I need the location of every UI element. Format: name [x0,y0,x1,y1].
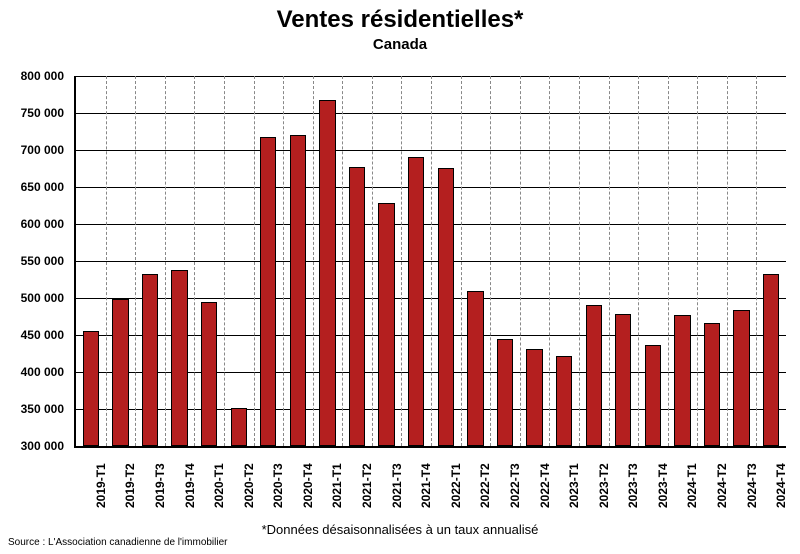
bar [556,356,572,446]
bar [586,305,602,446]
bar [704,323,720,446]
x-tick-label: 2020-T4 [301,463,315,508]
plot-area [74,76,786,448]
vgridline [372,76,373,446]
y-tick-label: 500 000 [21,291,64,305]
y-tick-label: 400 000 [21,365,64,379]
x-tick-label: 2022-T2 [478,463,492,508]
x-tick-label: 2019-T1 [94,463,108,508]
y-tick-label: 700 000 [21,143,64,157]
bar [408,157,424,446]
x-tick-label: 2021-T1 [330,463,344,508]
vgridline [727,76,728,446]
bar [615,314,631,446]
x-tick-label: 2021-T2 [360,463,374,508]
bar [112,299,128,446]
bar [674,315,690,446]
vgridline [756,76,757,446]
vgridline [697,76,698,446]
source-text: Source : L'Association canadienne de l'i… [8,537,228,548]
bar [290,135,306,446]
vgridline [194,76,195,446]
bar [171,270,187,446]
x-tick-label: 2020-T2 [242,463,256,508]
vgridline [313,76,314,446]
x-axis-labels: 2019-T1 2019-T2 2019-T3 2019-T4 2020-T1 2020-… [74,448,784,518]
x-tick-label: 2022-T1 [449,463,463,508]
x-tick-label: 2024-T1 [685,463,699,508]
y-tick-label: 450 000 [21,328,64,342]
bar [142,274,158,446]
vgridline [135,76,136,446]
bar [497,339,513,446]
x-tick-label: 2024-T3 [745,463,759,508]
bar [378,203,394,446]
bar [763,274,779,446]
x-tick-label: 2019-T2 [123,463,137,508]
vgridline [431,76,432,446]
vgridline [579,76,580,446]
bar [201,302,217,446]
x-tick-label: 2021-T3 [390,463,404,508]
vgridline [401,76,402,446]
x-tick-label: 2019-T4 [183,463,197,508]
vgridline [224,76,225,446]
bar [526,349,542,446]
x-tick-label: 2023-T3 [626,463,640,508]
x-tick-label: 2024-T2 [715,463,729,508]
x-tick-label: 2022-T3 [508,463,522,508]
y-axis-labels: 300 000350 000400 000450 000500 000550 0… [0,76,70,446]
y-tick-label: 350 000 [21,402,64,416]
chart-subtitle: Canada [0,36,800,53]
x-tick-label: 2020-T1 [212,463,226,508]
x-tick-label: 2019-T3 [153,463,167,508]
bar [645,345,661,446]
vgridline [549,76,550,446]
x-tick-label: 2021-T4 [419,463,433,508]
y-tick-label: 800 000 [21,69,64,83]
bar [349,167,365,446]
bar [319,100,335,446]
vgridline [254,76,255,446]
vgridline [342,76,343,446]
x-tick-label: 2020-T3 [271,463,285,508]
x-tick-label: 2023-T2 [597,463,611,508]
y-tick-label: 300 000 [21,439,64,453]
vgridline [609,76,610,446]
vgridline [283,76,284,446]
y-tick-label: 650 000 [21,180,64,194]
y-tick-label: 550 000 [21,254,64,268]
bar [467,291,483,446]
bar [438,168,454,446]
x-tick-label: 2022-T4 [538,463,552,508]
vgridline [461,76,462,446]
vgridline [165,76,166,446]
vgridline [106,76,107,446]
bar [260,137,276,446]
y-tick-label: 750 000 [21,106,64,120]
footnote: *Données désaisonnalisées à un taux annu… [0,522,800,537]
x-tick-label: 2023-T1 [567,463,581,508]
chart-title: Ventes résidentielles* [0,6,800,34]
vgridline [668,76,669,446]
chart-page: Ventes résidentielles* Canada 300 000 350… [0,6,800,554]
vgridline [520,76,521,446]
bar [83,331,99,446]
x-tick-label: 2023-T4 [656,463,670,508]
bar [733,310,749,446]
y-tick-label: 600 000 [21,217,64,231]
vgridline [490,76,491,446]
bar [231,408,247,446]
x-tick-label: 2024-T4 [774,463,788,508]
vgridline [638,76,639,446]
